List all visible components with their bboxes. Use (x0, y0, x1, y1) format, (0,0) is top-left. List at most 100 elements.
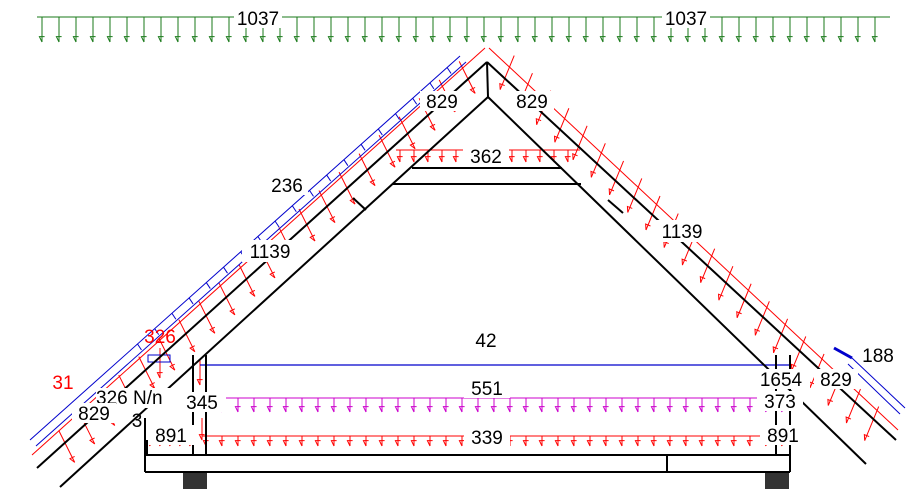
roof-dead-arrow-right-head (608, 188, 615, 195)
load-labels: 1037 1037 829 829 362 236 1139 1139 326 … (52, 8, 894, 449)
wind-tick-left (223, 266, 228, 274)
collar-arrow-head (508, 156, 515, 163)
floor-live-arrow-head (394, 406, 401, 413)
roof-dead-arrow-right-head (736, 310, 742, 318)
wind-tick-left (274, 220, 280, 228)
floor-dead-arrow-head (234, 440, 241, 447)
right-support (765, 473, 789, 489)
apex-line (486, 61, 489, 98)
floor-live-arrow-head (618, 406, 625, 413)
floor-dead-arrow-head (282, 440, 289, 447)
snow-arrow-head (837, 36, 844, 43)
floor-live-arrow-head (490, 406, 497, 413)
roof-dead-arrow-right-head (626, 205, 633, 213)
snow-arrow-head (293, 36, 300, 43)
roof-dead-arrow-right (572, 125, 588, 160)
ceiling-load-marker (147, 354, 171, 363)
floor-live-arrow-head (634, 406, 641, 413)
floor-dead-arrow-head (410, 440, 417, 447)
snow-arrow-head (599, 36, 606, 43)
ceiling-label: 42 (475, 331, 496, 352)
floor-dead-arrow-head (586, 440, 593, 447)
snow-label-right: 1037 (665, 9, 707, 30)
roof-dead-arrow-left-head (469, 86, 476, 94)
snow-arrow-head (514, 36, 521, 43)
roof-dead-arrow-left-head (309, 234, 316, 242)
right-eave-1654-label: 1654 (760, 370, 803, 391)
eave-arrow-head (156, 372, 163, 379)
floor-dead-arrow-head (330, 440, 337, 447)
roof-dead-arrow-right (499, 55, 515, 90)
post-arrow-head (196, 379, 203, 386)
roof-dead-arrow-right (864, 406, 880, 441)
roof-dead-arrow-right-head (553, 135, 560, 143)
floor-dead-arrow-head (682, 440, 689, 447)
collar-arrow-head (564, 156, 571, 163)
snow-arrow-head (327, 36, 334, 43)
collar-arrow-head (438, 156, 445, 163)
wind-tick-left (377, 128, 383, 136)
wind-tick-left (360, 144, 366, 151)
snow-arrow-head (548, 36, 555, 43)
roof-dead-arrow-right-head (790, 363, 797, 371)
floor-live-arrow-head (666, 406, 673, 413)
roof-dead-arrow-left-head (409, 142, 416, 150)
wind-tick-left (188, 297, 194, 305)
roof-dead-arrow-right (754, 301, 770, 336)
snow-arrow-head (378, 36, 385, 43)
roof-dead-arrow-left (158, 337, 176, 371)
roof-dead-arrow-right-head (645, 223, 651, 231)
roof-dead-arrow-right (590, 143, 606, 178)
floor-dead-arrow-head (346, 440, 353, 447)
roof-dead-arrow-left-head (189, 345, 196, 353)
floor-live-arrow-head (730, 406, 737, 413)
snow-arrow-head (854, 36, 861, 43)
floor-live-arrow-head (250, 406, 257, 413)
roof-dead-arrow-right-head (772, 346, 779, 353)
snow-arrow-head (157, 36, 164, 43)
roof-dead-arrow-right-head (845, 416, 852, 424)
snow-arrow-head (242, 36, 249, 43)
floor-live-load-arrows (202, 397, 790, 413)
collar-arrow-head (410, 156, 417, 163)
snow-arrow-head (191, 36, 198, 43)
floor-dead-arrow-head (426, 440, 433, 447)
floor-live-arrow-head (266, 406, 273, 413)
floor-dead-arrow-head (538, 440, 545, 447)
roof-dead-arrow-right-head (590, 170, 596, 178)
snow-arrow-head (752, 36, 759, 43)
roof-dead-arrow-right-head (863, 433, 870, 441)
roof-dead-arrow-left-head (89, 437, 96, 445)
roof-right-label: 1139 (662, 222, 703, 243)
snow-arrow-head (225, 36, 232, 43)
floor-live-arrow-head (458, 406, 465, 413)
snow-arrow-head (701, 36, 708, 43)
snow-arrow-head (140, 36, 147, 43)
left-partial-label: 3 (132, 411, 143, 432)
floor-live-arrow-head (570, 406, 577, 413)
truss-structure (36, 61, 897, 488)
wind-tick-left (309, 190, 314, 197)
snow-label-left: 1037 (237, 9, 279, 30)
floor-live-arrow-head (746, 406, 753, 413)
right-rafter-inner (487, 96, 867, 465)
post-left-label: 345 (186, 393, 218, 414)
right-eave-829-label: 829 (820, 370, 852, 391)
floor-dead-arrow-head (618, 440, 625, 447)
floor-dead-arrow-head (698, 440, 705, 447)
floor-dead-arrow-head (458, 440, 465, 447)
roof-dead-arrow-left-head (209, 326, 216, 334)
floor-red-label: 339 (471, 428, 503, 449)
snow-arrow-head (820, 36, 827, 43)
snow-arrow-head (429, 36, 436, 43)
floor-magenta-right-label: 373 (764, 392, 796, 413)
left-small-red-label: 31 (52, 373, 73, 394)
floor-live-arrow-head (346, 406, 353, 413)
floor-dead-arrow-head (746, 440, 753, 447)
wind-tick-left (343, 159, 349, 166)
roof-dead-arrow-left (138, 356, 156, 389)
left-support (183, 473, 207, 489)
snow-arrow-head (582, 36, 589, 43)
floor-live-arrow-head (714, 406, 721, 413)
snow-arrow-head (650, 36, 657, 43)
